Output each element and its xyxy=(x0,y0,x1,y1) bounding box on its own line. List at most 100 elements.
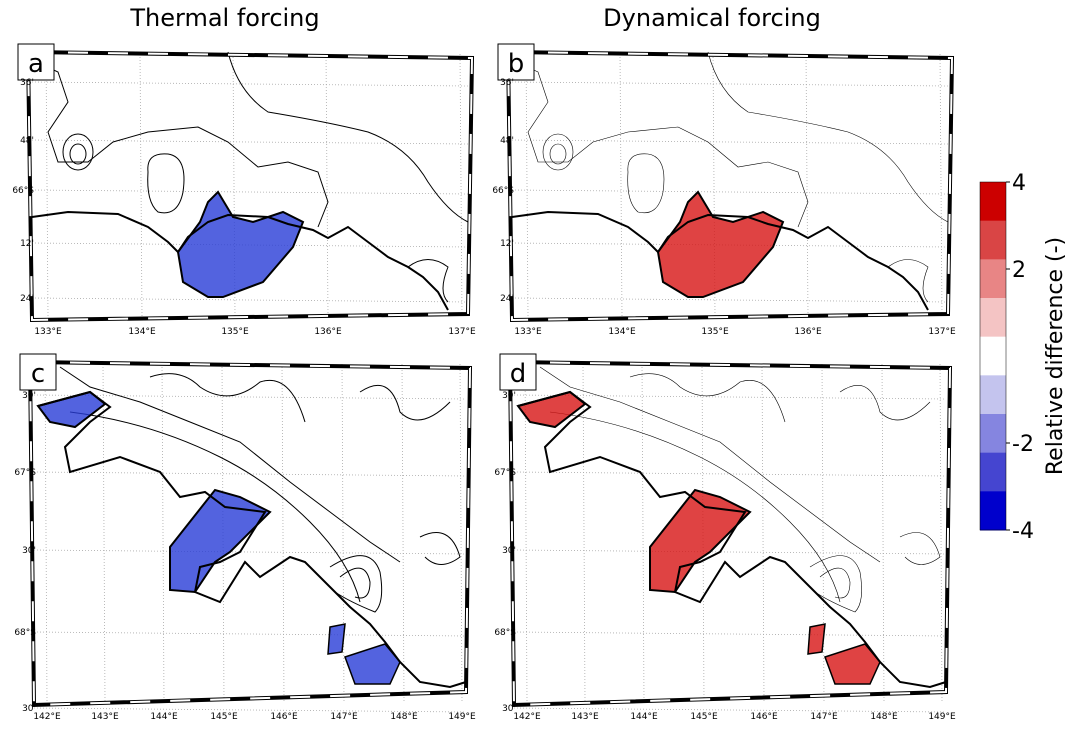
contour xyxy=(887,259,929,303)
lat-label: 24' xyxy=(20,294,34,304)
graticule xyxy=(524,363,528,702)
map-panel: b36' 48' 66°S 12' 24' 133°E 134°E 135°E 136°E 137… xyxy=(492,43,956,337)
ice-shelf xyxy=(344,643,401,685)
colorbar-segment xyxy=(980,336,1006,376)
colorbar: 4 2 -2 -4 Relative difference (-) xyxy=(979,171,1068,544)
graticule xyxy=(582,363,586,702)
graticule xyxy=(31,139,469,145)
colorbar-tick-label: -2 xyxy=(1012,432,1034,457)
graticule xyxy=(31,189,469,195)
panel-label: c xyxy=(31,359,45,389)
lat-label: 67°S xyxy=(494,468,516,478)
lat-label: 67°S xyxy=(14,468,36,478)
contour xyxy=(31,59,329,228)
contour xyxy=(407,259,449,303)
lat-label: 48' xyxy=(500,136,514,146)
lat-label: 30' xyxy=(22,391,36,401)
graticule xyxy=(401,363,405,702)
contour xyxy=(707,51,949,223)
map-background xyxy=(30,362,470,705)
colorbar-segment xyxy=(980,375,1006,415)
graticule xyxy=(939,363,943,702)
panel-label-box xyxy=(497,43,535,81)
map-background xyxy=(508,52,952,320)
lat-label: 48' xyxy=(20,136,34,146)
lat-label: 66°S xyxy=(12,186,34,196)
graticule xyxy=(513,631,947,637)
graticule xyxy=(33,394,467,400)
graticule xyxy=(341,363,345,702)
graticule xyxy=(31,242,469,248)
graticule xyxy=(513,707,947,713)
graticule xyxy=(511,81,949,87)
colorbar-segment xyxy=(980,491,1006,531)
lat-label: 12' xyxy=(500,239,514,249)
contour xyxy=(629,373,786,423)
contour xyxy=(59,366,401,563)
lat-label: 36' xyxy=(500,78,514,88)
panel-label-box xyxy=(19,353,57,391)
ice-shelf xyxy=(824,643,881,685)
ice-shelf xyxy=(327,623,346,655)
panel-label: a xyxy=(28,49,44,79)
contour xyxy=(511,59,809,228)
lon-label: 136°E xyxy=(314,327,342,337)
lat-label: 24' xyxy=(500,294,514,304)
contour xyxy=(149,373,306,423)
colorbar-tick-label: 4 xyxy=(1012,171,1026,196)
ice-shelf xyxy=(807,623,826,655)
lon-label: 147°E xyxy=(810,712,838,722)
panel-label: d xyxy=(510,359,527,389)
lon-label: 144°E xyxy=(630,712,658,722)
contour xyxy=(69,143,87,165)
lon-label: 134°E xyxy=(128,327,156,337)
graticule xyxy=(513,394,947,400)
contour xyxy=(839,385,931,421)
graticule xyxy=(459,363,463,702)
lat-label: 68°S xyxy=(494,628,516,638)
graticule xyxy=(44,363,48,702)
graticule xyxy=(33,707,467,713)
lon-label: 148°E xyxy=(390,712,418,722)
map-frame-dash xyxy=(26,50,474,322)
column-title: Dynamical forcing xyxy=(603,4,821,32)
lat-label: 68°S xyxy=(14,628,36,638)
map-panel: a36' 48' 66°S 12' 24' 133°E 134°E 135°E 136°E 137… xyxy=(12,43,476,337)
coastline xyxy=(517,390,947,689)
lon-label: 137°E xyxy=(928,327,956,337)
graticule xyxy=(761,363,765,702)
lon-label: 142°E xyxy=(513,712,541,722)
lon-label: 149°E xyxy=(928,712,956,722)
lon-label: 133°E xyxy=(514,327,542,337)
panel-label-box xyxy=(17,43,55,81)
contour xyxy=(549,411,841,603)
lon-label: 145°E xyxy=(690,712,718,722)
graticule xyxy=(511,242,949,248)
lon-label: 148°E xyxy=(870,712,898,722)
graticule xyxy=(31,297,469,303)
graticule xyxy=(513,549,947,555)
contour xyxy=(419,532,461,565)
lon-label: 149°E xyxy=(448,712,476,722)
lon-label: 143°E xyxy=(91,712,119,722)
contour xyxy=(227,51,469,223)
graticule xyxy=(641,363,645,702)
lat-label: 30' xyxy=(502,546,516,556)
lon-label: 136°E xyxy=(794,327,822,337)
contour xyxy=(359,384,451,421)
lon-label: 147°E xyxy=(330,712,358,722)
map-panel: c30'67°S30'68°S30'142°E 143°E 144°E 145°E 14… xyxy=(14,353,476,722)
lon-label: 142°E xyxy=(33,712,61,722)
lat-label: 12' xyxy=(20,239,34,249)
lon-label: 137°E xyxy=(448,327,476,337)
ice-shelf xyxy=(649,488,752,594)
lon-label: 133°E xyxy=(34,327,62,337)
graticule xyxy=(511,139,949,145)
graticule xyxy=(881,363,885,702)
colorbar-segment xyxy=(980,452,1006,492)
contour xyxy=(62,133,94,171)
map-frame-dash xyxy=(506,50,954,322)
column-title: Thermal forcing xyxy=(129,4,319,32)
graticule xyxy=(31,81,469,87)
contour xyxy=(549,143,567,165)
